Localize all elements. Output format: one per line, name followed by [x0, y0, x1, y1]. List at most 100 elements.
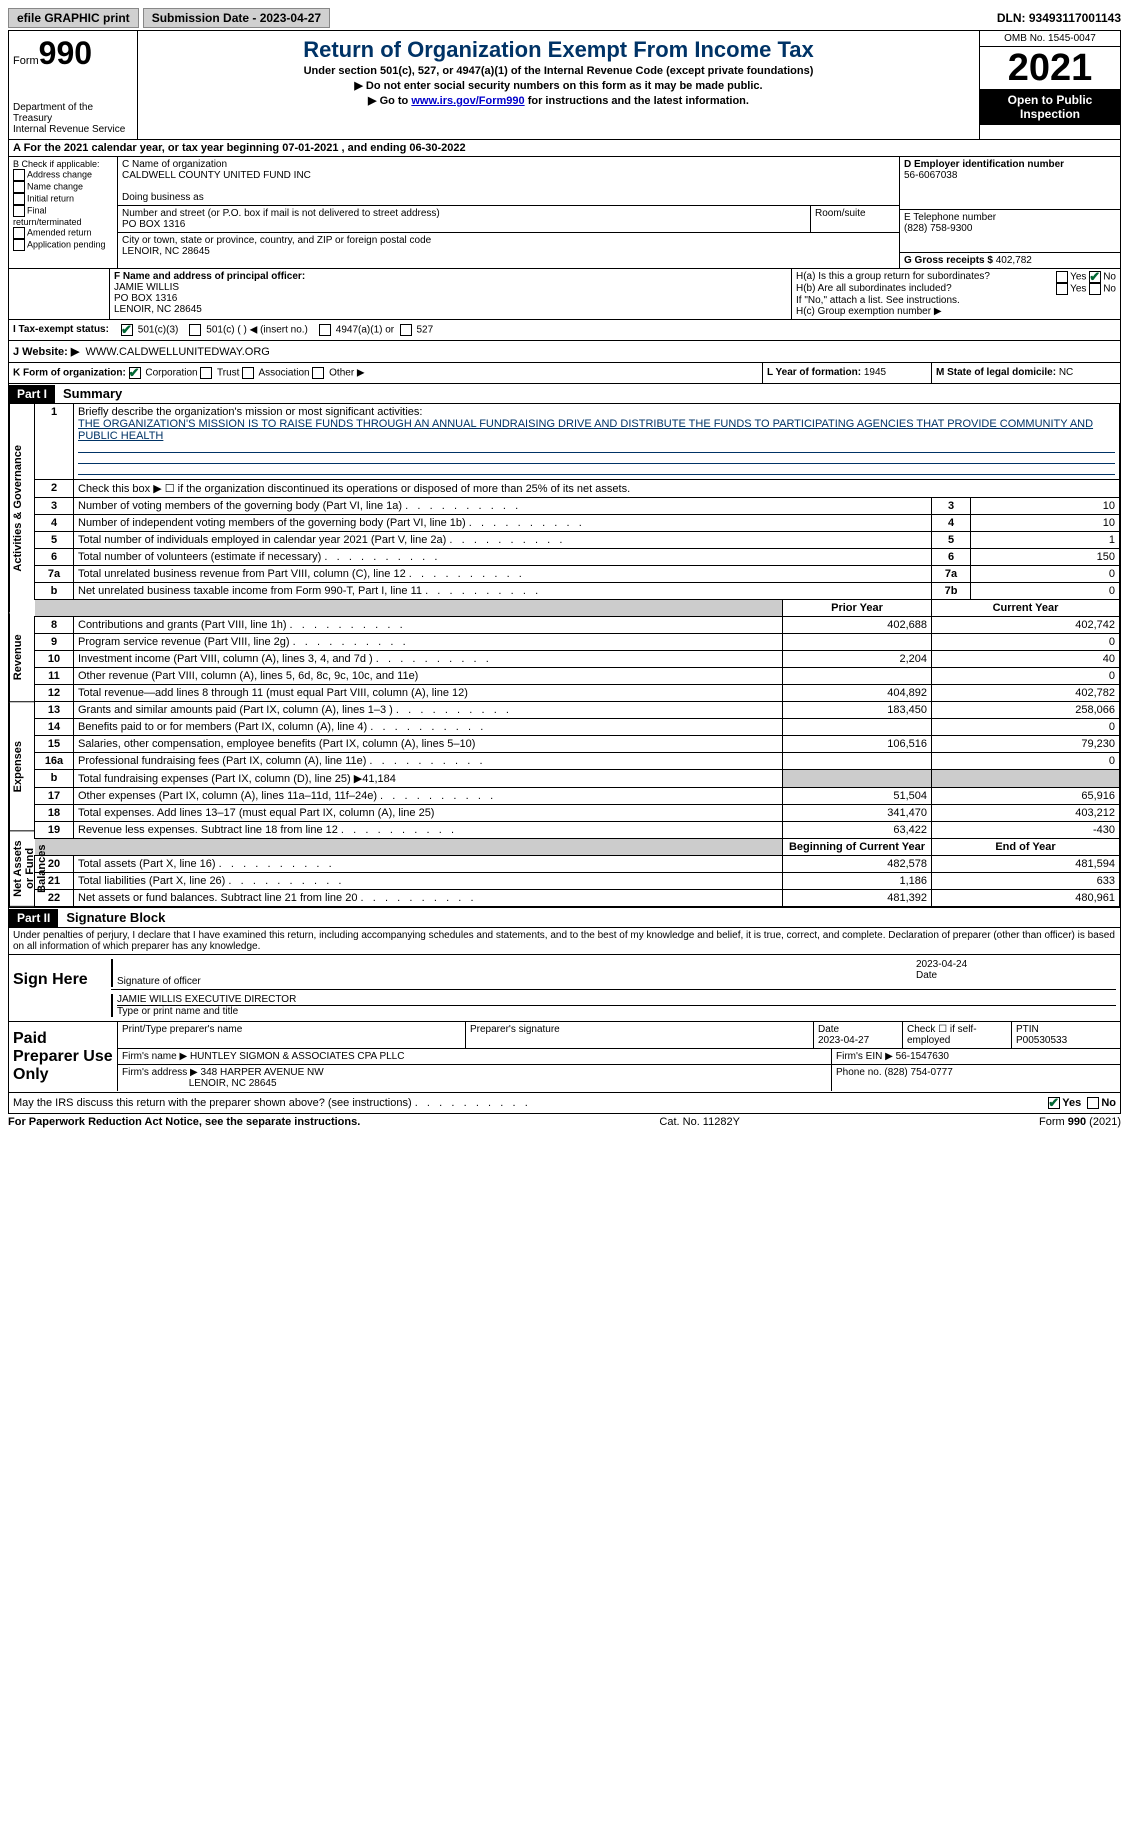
checkbox-ha-yes[interactable] — [1056, 271, 1068, 283]
yes-label: Yes — [1070, 272, 1086, 283]
checkbox-assoc[interactable] — [242, 367, 254, 379]
firm-name-label: Firm's name ▶ — [122, 1051, 187, 1062]
line10-label: Investment income (Part VIII, column (A)… — [78, 653, 489, 665]
tax-year-begin: 07-01-2021 — [282, 142, 338, 154]
city-value: LENOIR, NC 28645 — [122, 246, 895, 257]
line11-label: Other revenue (Part VIII, column (A), li… — [78, 670, 418, 682]
sign-here-label: Sign Here — [9, 955, 97, 1021]
checkbox-final[interactable] — [13, 205, 25, 217]
checkbox-app-pending[interactable] — [13, 239, 25, 251]
form-subtitle: Under section 501(c), 527, or 4947(a)(1)… — [142, 65, 975, 77]
line18-current: 403,212 — [932, 805, 1120, 822]
line7a-value: 0 — [971, 566, 1120, 583]
checkbox-hb-yes[interactable] — [1056, 283, 1068, 295]
discuss-row: May the IRS discuss this return with the… — [8, 1093, 1121, 1114]
line12-current: 402,782 — [932, 685, 1120, 702]
sig-date-label: Date — [916, 970, 1116, 981]
goto-post: for instructions and the latest informat… — [525, 95, 749, 107]
discuss-label: May the IRS discuss this return with the… — [13, 1097, 528, 1109]
line22-current: 480,961 — [932, 890, 1120, 907]
line11-prior — [783, 668, 932, 685]
line4-value: 10 — [971, 515, 1120, 532]
checkbox-name-change[interactable] — [13, 181, 25, 193]
page-footer: For Paperwork Reduction Act Notice, see … — [8, 1114, 1121, 1130]
checkbox-trust[interactable] — [200, 367, 212, 379]
checkbox-discuss-yes[interactable] — [1048, 1097, 1060, 1109]
checkbox-4947[interactable] — [319, 324, 331, 336]
sig-date: 2023-04-24 — [916, 959, 1116, 970]
checkbox-initial[interactable] — [13, 193, 25, 205]
goto-pre: ▶ Go to — [368, 95, 411, 107]
checkbox-hb-no[interactable] — [1089, 283, 1101, 295]
firm-addr1: 348 HARPER AVENUE NW — [201, 1067, 324, 1078]
checkbox-527[interactable] — [400, 324, 412, 336]
line8-current: 402,742 — [932, 617, 1120, 634]
line21-current: 633 — [932, 873, 1120, 890]
discuss-yes: Yes — [1062, 1097, 1081, 1109]
4947-label: 4947(a)(1) or — [336, 325, 394, 336]
tax-year-end: 06-30-2022 — [409, 142, 465, 154]
room-suite-label: Room/suite — [811, 206, 899, 232]
ptin-value: P00530533 — [1016, 1035, 1067, 1046]
efile-button[interactable]: efile GRAPHIC print — [8, 8, 139, 28]
addr-change-label: Address change — [27, 169, 92, 179]
row-a-mid: , and ending — [338, 142, 409, 154]
line20-label: Total assets (Part X, line 16) — [78, 858, 332, 870]
form-prefix: Form — [13, 55, 39, 67]
name-change-label: Name change — [27, 181, 83, 191]
checkbox-501c[interactable] — [189, 324, 201, 336]
line21-label: Total liabilities (Part X, line 26) — [78, 875, 341, 887]
line7b-value: 0 — [971, 583, 1120, 600]
l-label: L Year of formation: — [767, 367, 861, 378]
part1-title: Summary — [55, 384, 130, 403]
line16a-prior — [783, 753, 932, 770]
org-name: CALDWELL COUNTY UNITED FUND INC — [122, 170, 895, 181]
line18-prior: 341,470 — [783, 805, 932, 822]
checkbox-discuss-no[interactable] — [1087, 1097, 1099, 1109]
line22-label: Net assets or fund balances. Subtract li… — [78, 892, 474, 904]
gross-receipts-value: 402,782 — [996, 255, 1032, 266]
line10-current: 40 — [932, 651, 1120, 668]
phone-value: (828) 758-9300 — [904, 223, 972, 234]
section-revenue: Revenue — [9, 613, 34, 702]
line20-prior: 482,578 — [783, 856, 932, 873]
discuss-no: No — [1101, 1097, 1116, 1109]
form-header: Form990 Department of the Treasury Inter… — [8, 30, 1121, 140]
irs-link[interactable]: www.irs.gov/Form990 — [411, 95, 524, 107]
prep-date-label: Date — [818, 1024, 839, 1035]
checkbox-amended[interactable] — [13, 227, 25, 239]
initial-label: Initial return — [27, 193, 74, 203]
line5-label: Total number of individuals employed in … — [78, 534, 562, 546]
dba-label: Doing business as — [122, 192, 895, 203]
footer-left: For Paperwork Reduction Act Notice, see … — [8, 1116, 360, 1128]
line13-label: Grants and similar amounts paid (Part IX… — [78, 704, 509, 716]
ptin-label: PTIN — [1016, 1024, 1039, 1035]
line9-current: 0 — [932, 634, 1120, 651]
line8-label: Contributions and grants (Part VIII, lin… — [78, 619, 403, 631]
row-a-tax-year: A For the 2021 calendar year, or tax yea… — [8, 140, 1121, 157]
part1-header: Part I Summary — [8, 384, 1121, 404]
officer-addr1: PO BOX 1316 — [114, 293, 177, 304]
street-value: PO BOX 1316 — [122, 219, 806, 230]
checkbox-corp[interactable] — [129, 367, 141, 379]
trust-label: Trust — [217, 368, 239, 379]
footer-right: Form 990 (2021) — [1039, 1116, 1121, 1128]
checkbox-other[interactable] — [312, 367, 324, 379]
line7b-label: Net unrelated business taxable income fr… — [78, 585, 538, 597]
firm-addr2: LENOIR, NC 28645 — [189, 1078, 277, 1089]
omb-number: OMB No. 1545-0047 — [980, 31, 1120, 47]
checkbox-ha-no[interactable] — [1089, 271, 1101, 283]
checkbox-addr-change[interactable] — [13, 169, 25, 181]
part2-badge: Part II — [9, 909, 58, 927]
summary-table: Activities & Governance Revenue Expenses… — [8, 404, 1121, 908]
row-klm: K Form of organization: Corporation Trus… — [8, 363, 1121, 384]
officer-addr2: LENOIR, NC 28645 — [114, 304, 202, 315]
row-i: I Tax-exempt status: 501(c)(3) 501(c) ( … — [8, 320, 1121, 341]
penalty-declaration: Under penalties of perjury, I declare th… — [8, 928, 1121, 955]
firm-ein-label: Firm's EIN ▶ — [836, 1051, 893, 1062]
row-j: J Website: ▶ WWW.CALDWELLUNITEDWAY.ORG — [8, 341, 1121, 363]
officer-name-title: JAMIE WILLIS EXECUTIVE DIRECTOR — [117, 994, 1116, 1006]
checkbox-501c3[interactable] — [121, 324, 133, 336]
section-bcde: B Check if applicable: Address change Na… — [8, 157, 1121, 269]
sig-officer-label: Signature of officer — [111, 959, 916, 987]
